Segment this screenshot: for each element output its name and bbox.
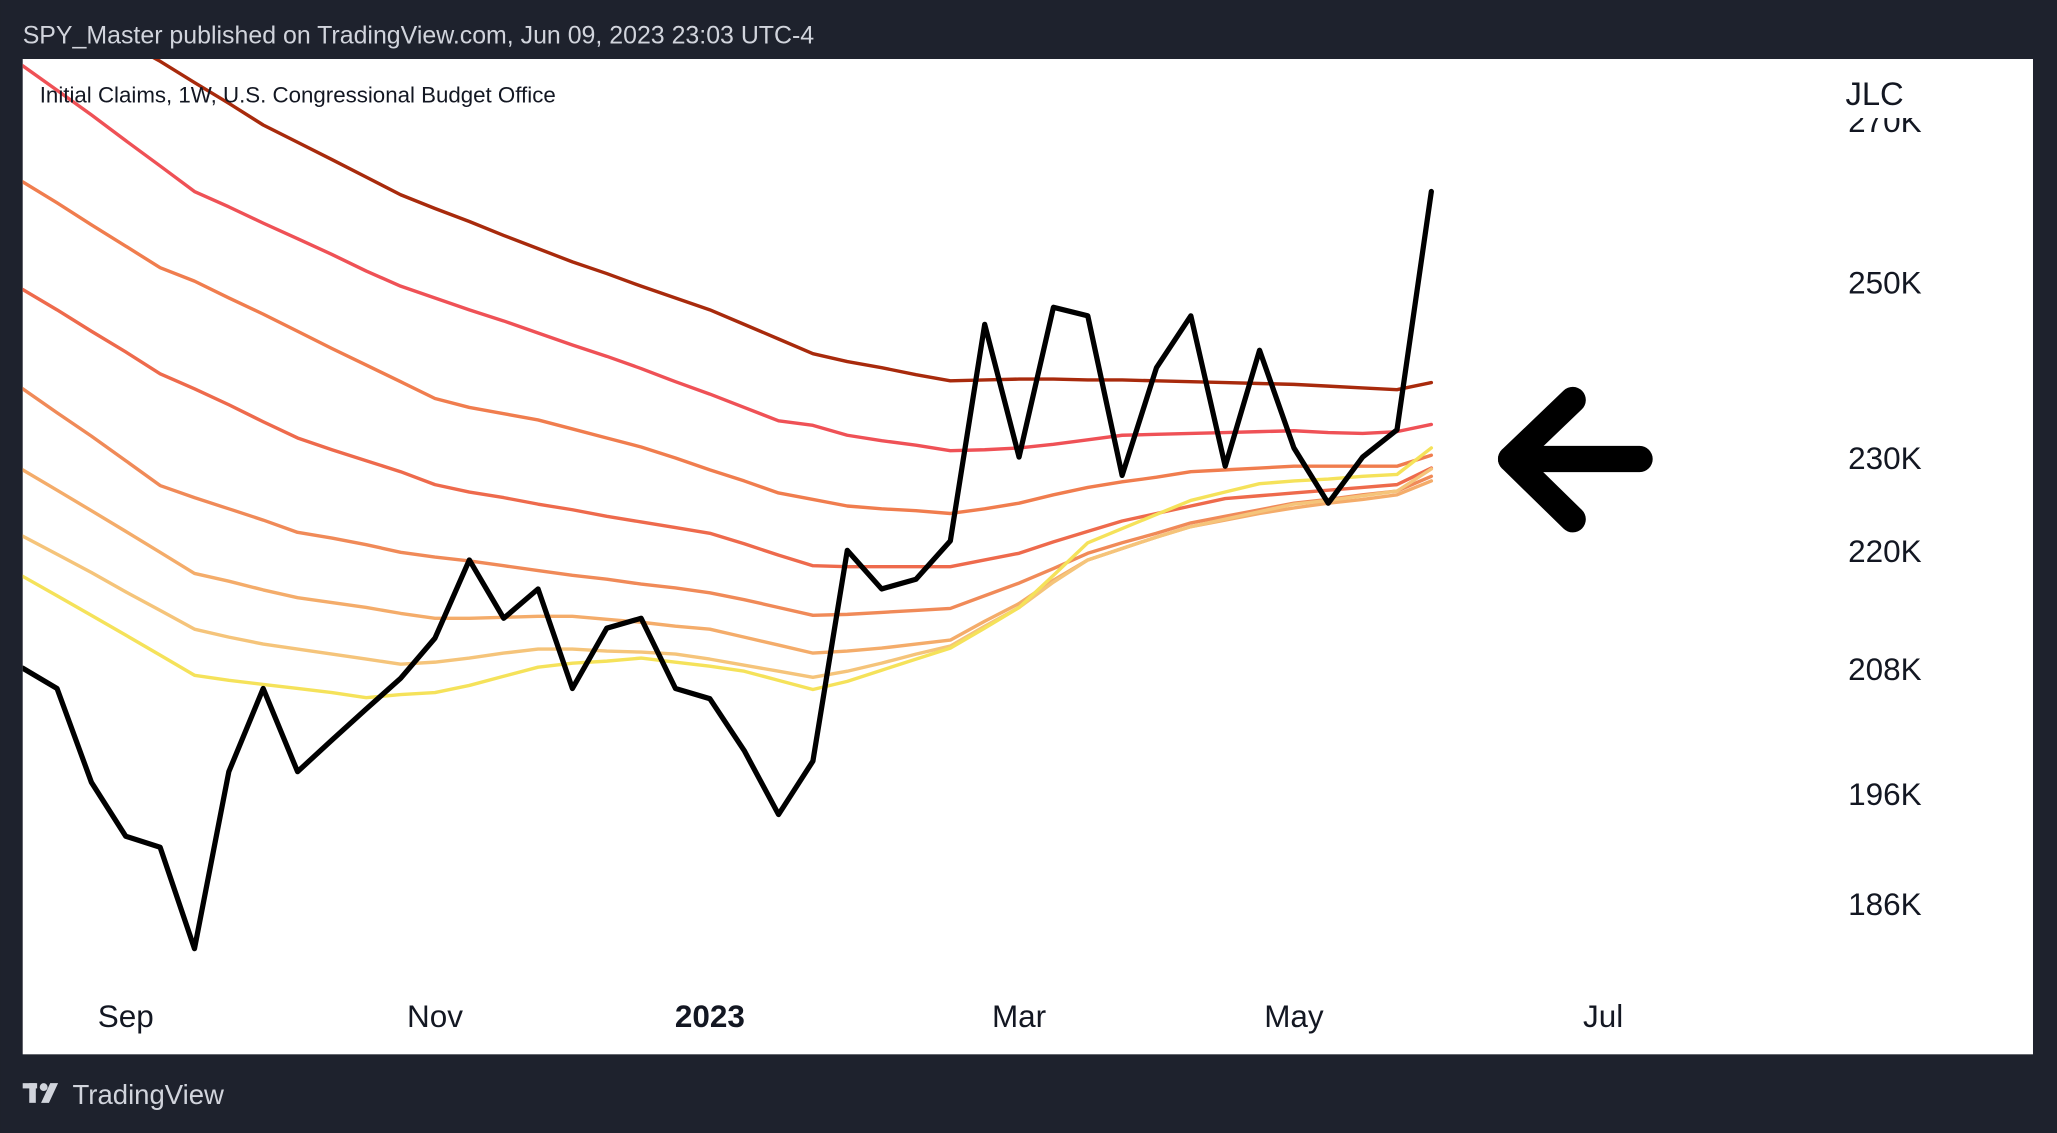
series-line (22, 64, 1434, 453)
series-line (152, 59, 1434, 392)
x-tick-label: Sep (98, 999, 154, 1034)
annotation-bg (1836, 68, 1955, 119)
series-line (22, 446, 1434, 700)
y-tick-label: 186K (1848, 887, 1922, 922)
y-tick-label: 220K (1848, 534, 1922, 569)
series-line (22, 387, 1434, 618)
x-tick-label: 2023 (675, 999, 745, 1034)
series-line (22, 287, 1434, 569)
series-line (22, 188, 1434, 952)
chart-title: Initial Claims, 1W, U.S. Congressional B… (40, 82, 556, 107)
footer: TradingView (73, 1079, 225, 1110)
x-tick-label: Jul (1583, 999, 1623, 1034)
y-tick-label: 196K (1848, 777, 1922, 812)
y-tick-label: 250K (1848, 266, 1922, 301)
x-tick-label: Mar (992, 999, 1046, 1034)
x-tick-label: Nov (407, 999, 463, 1034)
y-tick-label: 230K (1848, 441, 1922, 476)
annotation: JLC (1845, 75, 1903, 112)
series-line (22, 467, 1434, 680)
chart-pane (22, 59, 2033, 1055)
arrow (1497, 386, 1653, 533)
x-tick-label: May (1264, 999, 1324, 1034)
series-line (22, 180, 1434, 516)
y-tick-label: 208K (1848, 652, 1922, 687)
header: SPY_Master published on TradingView.com,… (23, 21, 815, 49)
plot-area (22, 59, 1434, 952)
footer-logo (22, 1083, 59, 1103)
